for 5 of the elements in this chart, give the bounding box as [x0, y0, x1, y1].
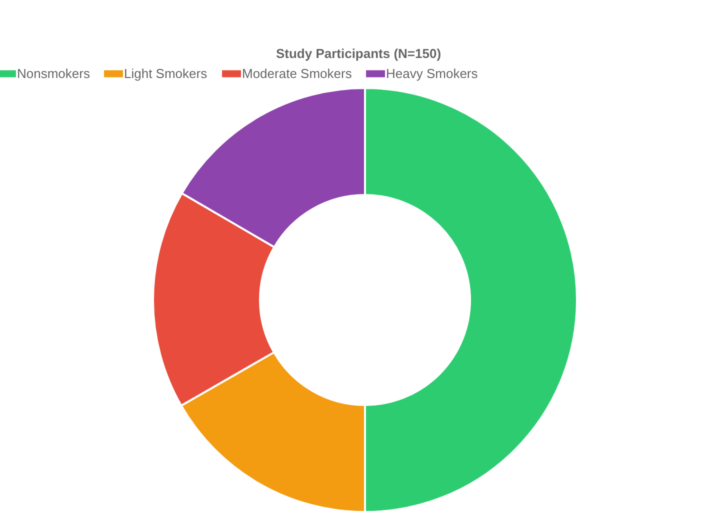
legend-label: Heavy Smokers	[386, 66, 478, 81]
legend-label: Moderate Smokers	[242, 66, 352, 81]
chart-title: Study Participants (N=150)	[276, 46, 442, 61]
legend-label: Nonsmokers	[17, 66, 90, 81]
legend-label: Light Smokers	[124, 66, 208, 81]
